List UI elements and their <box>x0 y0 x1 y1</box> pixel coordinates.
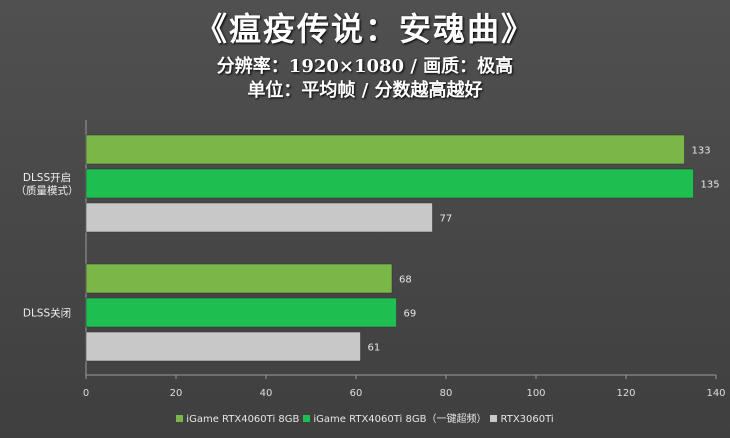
bar <box>85 263 393 294</box>
category-label: DLSS开启 <box>23 171 71 184</box>
chart-subtitle-resolution: 分辨率：1920×1080 / 画质：极高 <box>216 56 514 77</box>
bar <box>85 134 685 165</box>
category-label: DLSS关闭 <box>23 307 71 320</box>
x-tick-label: 60 <box>350 388 363 399</box>
x-tick-label: 120 <box>616 388 635 399</box>
x-tick-label: 100 <box>526 388 545 399</box>
bar <box>85 202 433 233</box>
bar <box>85 297 397 328</box>
bar-value-label: 135 <box>701 180 720 191</box>
legend-swatch <box>176 415 184 422</box>
bar <box>85 168 694 199</box>
legend-label: iGame RTX4060Ti 8GB <box>186 414 300 425</box>
legend-swatch <box>303 415 311 422</box>
legend-label: RTX3060Ti <box>500 414 554 425</box>
x-tick-label: 140 <box>706 388 725 399</box>
chart-subtitle-unit: 单位：平均帧 / 分数越高越好 <box>247 80 483 101</box>
legend-item: RTX3060Ti <box>490 414 554 425</box>
legend-item: iGame RTX4060Ti 8GB（一键超频） <box>303 410 486 425</box>
legend-item: iGame RTX4060Ti 8GB <box>176 414 299 425</box>
bar-value-label: 69 <box>404 309 417 320</box>
category-label: （质量模式） <box>16 184 79 197</box>
legend-swatch <box>490 415 498 422</box>
x-tick-label: 80 <box>440 388 453 399</box>
x-tick-label: 0 <box>83 388 89 399</box>
legend-label: iGame RTX4060Ti 8GB（一键超频） <box>313 414 487 425</box>
bar-value-label: 133 <box>692 146 711 157</box>
x-tick-label: 40 <box>260 388 273 399</box>
legend: iGame RTX4060Ti 8GB iGame RTX4060Ti 8GB（一… <box>0 410 730 425</box>
chart-title: 《瘟疫传说：安魂曲》 <box>194 10 535 48</box>
bar-chart: 0 20 40 60 80 100 120 140 DLSS开启（质量模式） DLSS关闭 133 6… <box>16 120 726 399</box>
bar-value-label: 68 <box>399 275 412 286</box>
bar-value-label: 77 <box>440 214 453 225</box>
bar-value-label: 61 <box>368 343 381 354</box>
bar <box>85 331 361 362</box>
x-tick-label: 20 <box>170 388 183 399</box>
